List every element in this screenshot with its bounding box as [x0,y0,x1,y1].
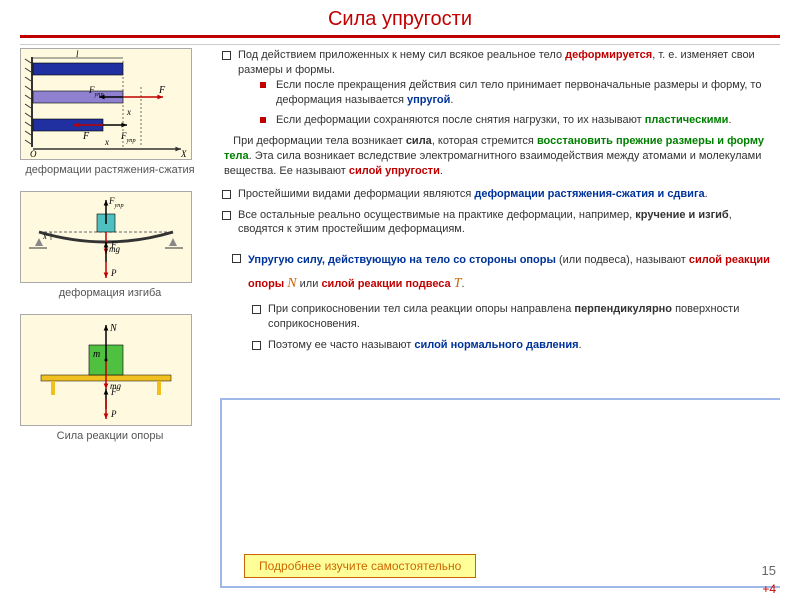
bullet-simple-deform: Простейшими видами деформации являются д… [218,187,778,202]
block-3: Упругую силу, действующую на тело со сто… [218,251,778,353]
svg-text:O: O [30,149,37,159]
svg-text:x: x [104,137,109,147]
bullet-other-deform: Все остальные реально осуществимые на пр… [218,208,778,238]
svg-text:m: m [93,349,100,360]
left-column: lFFупрFFупрXOxx деформации растяжения-сж… [20,48,200,454]
svg-text:F: F [158,85,166,96]
subbullet-plastic: Если деформации сохраняются после снятия… [258,113,778,128]
svg-text:x: x [126,107,131,117]
bullet-reaction-force: Упругую силу, действующую на тело со сто… [228,251,778,353]
caption-bending: деформация изгиба [20,287,200,300]
svg-text:F: F [110,240,117,250]
svg-text:P: P [110,268,117,278]
title-rule-grey [20,44,780,45]
caption-tension: деформации растяжения-сжатия [20,164,200,177]
block-2: Простейшими видами деформации являются д… [218,187,778,238]
svg-text:X: X [180,149,187,159]
page-number: 15 [762,563,776,578]
subbullet-elastic: Если после прекращения действия сил тело… [258,78,778,108]
self-study-note: Подробнее изучите самостоятельно [244,554,476,578]
title-rule-red [20,35,780,38]
bullet-deform-intro: Под действием приложенных к нему сил вся… [218,48,778,128]
subbullet-normal-pressure: Поэтому ее часто называют силой нормальн… [248,338,778,353]
diagram-reaction: mNmgFP [20,314,192,426]
caption-reaction: Сила реакции опоры [20,430,200,443]
diagram-tension-compression: lFFупрFFупрXOxx [20,48,192,160]
page-title: Сила упругости [0,0,800,35]
block-1: Под действием приложенных к нему сил вся… [218,48,778,128]
footnote-plus4: +4 [762,582,776,596]
svg-text:F: F [82,131,90,142]
subbullet-perpendicular: При соприкосновении тел сила реакции опо… [248,302,778,332]
diagram-bending: FупрmgxFP [20,191,192,283]
right-column: Под действием приложенных к нему сил вся… [218,48,778,359]
para-restore: При деформации тела возникает сила, кото… [218,134,778,179]
svg-text:P: P [110,409,117,419]
svg-text:N: N [109,323,118,334]
svg-text:x: x [42,231,47,241]
svg-text:F: F [110,387,117,397]
